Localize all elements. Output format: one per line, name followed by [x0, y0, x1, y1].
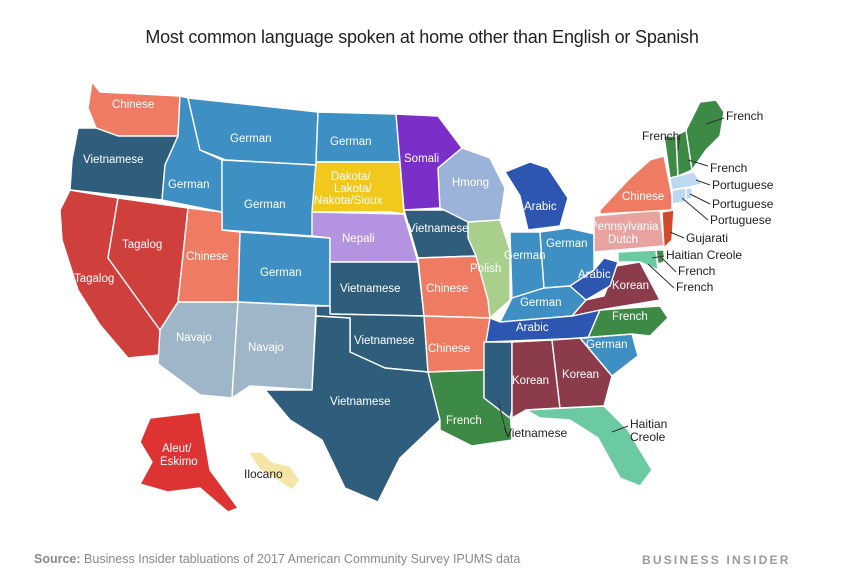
- label-south-carolina: German: [586, 339, 628, 351]
- label-california-1: Tagalog: [122, 239, 162, 251]
- state-florida[interactable]: [525, 405, 653, 487]
- label-kansas: Vietnamese: [340, 283, 401, 295]
- label-ohio: German: [546, 238, 588, 250]
- label-hawaii: Ilocano: [244, 467, 283, 481]
- label-connecticut: Portuguese: [710, 213, 772, 227]
- state-connecticut[interactable]: [671, 187, 687, 205]
- state-south-dakota[interactable]: [311, 161, 405, 215]
- label-michigan: Arabic: [524, 201, 557, 213]
- label-new-jersey: Gujarati: [686, 231, 728, 245]
- label-massachusetts: Portuguese: [712, 178, 774, 192]
- label-colorado: German: [260, 267, 302, 279]
- state-michigan[interactable]: [504, 161, 569, 231]
- label-nebraska: Nepali: [342, 233, 375, 245]
- label-kentucky: German: [520, 297, 562, 309]
- label-pennsylvania-1: Pennsylvania: [590, 221, 659, 233]
- label-alabama: Korean: [512, 375, 549, 387]
- state-texas[interactable]: [264, 315, 441, 503]
- label-missouri: Chinese: [426, 283, 468, 295]
- label-oregon: Vietnamese: [83, 154, 144, 166]
- label-georgia: Korean: [562, 369, 599, 381]
- label-florida-2: Creole: [630, 430, 666, 444]
- label-indiana: German: [504, 250, 546, 262]
- state-alaska[interactable]: [139, 411, 239, 513]
- state-mississippi[interactable]: [483, 341, 513, 419]
- label-maine: French: [726, 109, 763, 123]
- label-iowa: Vietnamese: [408, 223, 469, 235]
- page-title: Most common language spoken at home othe…: [145, 27, 699, 47]
- state-new-mexico[interactable]: [231, 301, 317, 399]
- label-delaware: French: [678, 264, 715, 278]
- label-oklahoma: Vietnamese: [354, 335, 415, 347]
- state-arizona[interactable]: [157, 301, 239, 399]
- label-south-dakota-2: Lakota/: [334, 183, 373, 195]
- label-utah: Chinese: [186, 251, 228, 263]
- label-new-hampshire: French: [710, 161, 747, 175]
- label-louisiana: French: [446, 415, 482, 427]
- label-south-dakota-3: Nakota/Sioux: [314, 195, 383, 207]
- label-washington: Chinese: [112, 99, 154, 111]
- us-map: Chinese Vietnamese Tagalog Tagalog Germa…: [59, 81, 774, 513]
- state-new-york[interactable]: [599, 155, 673, 215]
- label-minnesota: Somali: [404, 153, 439, 165]
- source-label: Source:: [34, 552, 81, 566]
- state-wisconsin[interactable]: [437, 147, 506, 223]
- state-maine[interactable]: [685, 99, 725, 171]
- label-south-dakota-1: Dakota/: [331, 171, 371, 183]
- label-wyoming: German: [244, 199, 286, 211]
- state-massachusetts[interactable]: [669, 171, 703, 191]
- label-wisconsin: Hmong: [452, 177, 489, 189]
- state-hawaii[interactable]: [247, 451, 301, 491]
- label-pennsylvania-2: Dutch: [608, 234, 638, 246]
- label-west-virginia: Arabic: [578, 269, 611, 281]
- state-rhode-island[interactable]: [685, 187, 693, 201]
- label-alaska-2: Eskimo: [160, 456, 198, 468]
- label-new-york: Chinese: [622, 191, 664, 203]
- label-tennessee: Arabic: [516, 322, 549, 334]
- label-north-dakota: German: [330, 136, 372, 148]
- label-mississippi: Vietnamese: [504, 426, 567, 440]
- label-texas: Vietnamese: [330, 396, 391, 408]
- label-rhode-island: Portuguese: [712, 197, 774, 211]
- brand-logo: BUSINESS INSIDER: [642, 553, 791, 567]
- label-california-2: Tagalog: [74, 273, 114, 285]
- state-wyoming[interactable]: [221, 159, 317, 237]
- label-arizona: Navajo: [176, 332, 212, 344]
- state-georgia[interactable]: [551, 337, 613, 409]
- label-idaho: German: [168, 179, 210, 191]
- label-alaska-1: Aleut/: [162, 443, 192, 455]
- state-maryland[interactable]: [617, 249, 659, 271]
- label-vermont: French: [642, 129, 679, 143]
- label-maryland: Haitian Creole: [666, 248, 742, 262]
- label-new-mexico: Navajo: [248, 342, 284, 354]
- source-note: Source: Business Insider tabluations of …: [34, 552, 520, 566]
- label-dc: French: [676, 280, 713, 294]
- label-florida-1: Haitian: [630, 417, 667, 431]
- label-arkansas: Chinese: [428, 343, 470, 355]
- state-north-carolina[interactable]: [579, 305, 669, 339]
- label-illinois: Polish: [470, 263, 501, 275]
- label-north-carolina: French: [612, 311, 648, 323]
- label-virginia: Korean: [612, 280, 649, 292]
- source-text: Business Insider tabluations of 2017 Ame…: [84, 552, 521, 566]
- state-virginia[interactable]: [571, 261, 661, 317]
- state-new-jersey[interactable]: [661, 209, 675, 249]
- state-indiana[interactable]: [509, 231, 545, 299]
- label-montana: German: [230, 133, 272, 145]
